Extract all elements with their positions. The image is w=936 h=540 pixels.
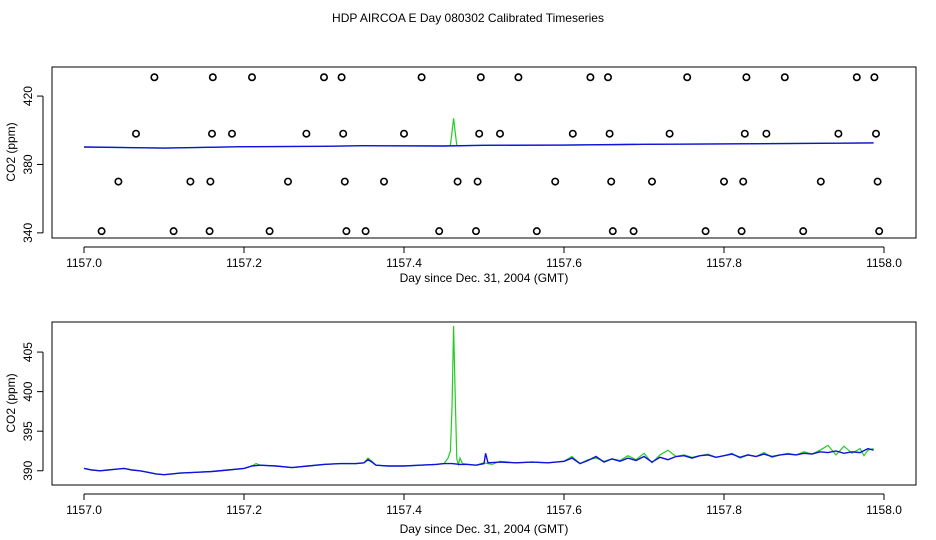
bottom-blue-series-line (83, 447, 874, 476)
calibration-point (871, 129, 880, 138)
calibration-point (605, 129, 614, 138)
top-y-tick-label: 420 (21, 86, 35, 106)
calibration-point (586, 73, 595, 82)
calibration-point (379, 177, 388, 186)
bottom-panel: 1157.0 1157.2 1157.4 1157.6 1157.8 1158.0 390… (4, 321, 917, 536)
calibration-point (719, 177, 728, 186)
calibration-point (417, 73, 426, 82)
calibration-point (205, 227, 214, 236)
top-x-axis: 1157.0 1157.2 1157.4 1157.6 1157.8 1158.0 (66, 246, 902, 270)
calibration-point (551, 177, 560, 186)
calibration-point (206, 177, 215, 186)
bottom-y-tick-label: 390 (21, 460, 35, 480)
calibration-point (568, 129, 577, 138)
top-series-layer (83, 118, 874, 149)
figure-title: HDP AIRCOA E Day 080302 Calibrated Times… (332, 11, 604, 25)
calibration-point (228, 129, 237, 138)
calibration-point (740, 129, 749, 138)
top-x-tick-label: 1157.6 (546, 256, 582, 270)
calibration-point (742, 73, 751, 82)
calibration-point (799, 227, 808, 236)
top-x-tick-label: 1158.0 (866, 256, 902, 270)
calibration-point (629, 227, 638, 236)
calibration-point (453, 177, 462, 186)
calibration-point (340, 177, 349, 186)
bottom-y-axis-label: CO2 (ppm) (4, 373, 18, 432)
calibration-point (208, 73, 217, 82)
top-x-axis-label: Day since Dec. 31, 2004 (GMT) (400, 271, 569, 285)
bottom-x-tick-label: 1158.0 (866, 503, 902, 517)
bottom-x-axis: 1157.0 1157.2 1157.4 1157.6 1157.8 1158.0 (66, 493, 902, 517)
calibration-point (495, 129, 504, 138)
calibration-point (532, 227, 541, 236)
calibration-point (870, 73, 879, 82)
calibration-point (603, 73, 612, 82)
calibration-point (132, 129, 141, 138)
calibration-point (816, 177, 825, 186)
bottom-x-tick-label: 1157.6 (546, 503, 582, 517)
bottom-x-tick-label: 1157.2 (226, 503, 262, 517)
calibration-point (114, 177, 123, 186)
calibration-point (780, 73, 789, 82)
calibration-point (701, 227, 710, 236)
calibration-point (475, 129, 484, 138)
bottom-series-layer (83, 325, 874, 476)
calibration-point (762, 129, 771, 138)
bottom-y-tick-label: 400 (21, 381, 35, 401)
calibration-point (302, 129, 311, 138)
top-y-axis: 340 380 420 (21, 86, 44, 243)
calibration-point (476, 73, 485, 82)
top-y-tick-label: 380 (21, 154, 35, 174)
top-x-tick-label: 1157.4 (386, 256, 422, 270)
calibration-point (97, 227, 106, 236)
calibration-point (665, 129, 674, 138)
top-panel: 1157.0 1157.2 1157.4 1157.6 1157.8 1158.0 340… (4, 66, 917, 285)
calibration-point (339, 129, 348, 138)
bottom-x-axis-label: Day since Dec. 31, 2004 (GMT) (400, 522, 569, 536)
calibration-point (208, 129, 217, 138)
bottom-x-tick-label: 1157.4 (386, 503, 422, 517)
calibration-point (150, 73, 159, 82)
calibration-point (265, 227, 274, 236)
bottom-plot-frame (51, 321, 917, 486)
calibration-point (435, 227, 444, 236)
bottom-x-tick-label: 1157.0 (66, 503, 102, 517)
calibration-point (683, 73, 692, 82)
calibration-point (875, 227, 884, 236)
calibration-point (473, 177, 482, 186)
top-y-axis-label: CO2 (ppm) (4, 122, 18, 181)
calibration-point (873, 177, 882, 186)
calibration-point (608, 227, 617, 236)
top-calibration-points (97, 73, 884, 236)
calibration-point (607, 177, 616, 186)
bottom-y-axis: 390 395 400 405 (21, 342, 44, 481)
bottom-y-tick-label: 395 (21, 421, 35, 441)
top-x-tick-label: 1157.8 (706, 256, 742, 270)
calibration-point (739, 177, 748, 186)
top-x-tick-label: 1157.2 (226, 256, 262, 270)
top-x-tick-label: 1157.0 (66, 256, 102, 270)
calibration-point (647, 177, 656, 186)
top-plot-frame (51, 66, 917, 239)
calibration-point (283, 177, 292, 186)
top-blue-series-line (83, 142, 874, 149)
calibration-point (342, 227, 351, 236)
calibration-point (737, 227, 746, 236)
calibration-point (471, 227, 480, 236)
calibration-point (361, 227, 370, 236)
calibration-point (399, 129, 408, 138)
calibration-point (186, 177, 195, 186)
bottom-y-tick-label: 405 (21, 342, 35, 362)
calibration-point (337, 73, 346, 82)
calibration-point (514, 73, 523, 82)
bottom-green-series-line (83, 325, 874, 476)
top-y-tick-label: 340 (21, 223, 35, 243)
calibration-point (169, 227, 178, 236)
calibration-point (852, 73, 861, 82)
bottom-x-tick-label: 1157.8 (706, 503, 742, 517)
calibration-point (319, 73, 328, 82)
calibration-point (834, 129, 843, 138)
calibration-point (248, 73, 257, 82)
